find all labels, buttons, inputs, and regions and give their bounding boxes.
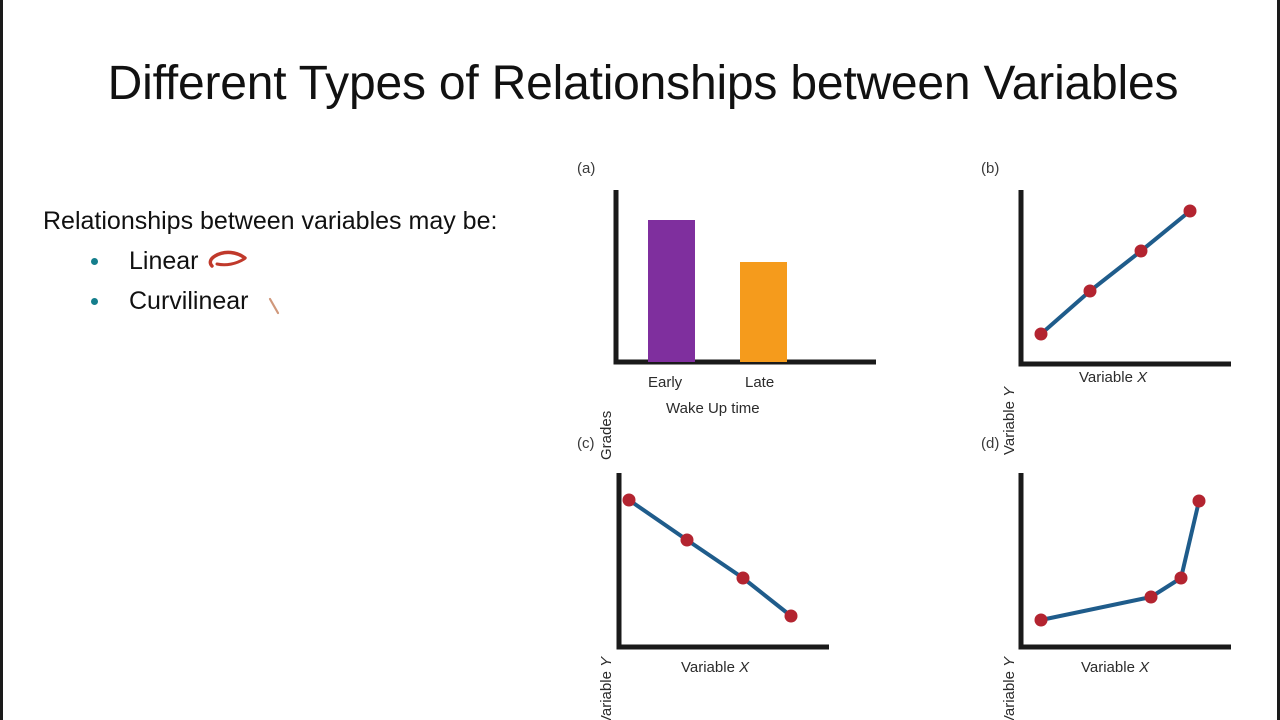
red-tick-mark-icon xyxy=(268,297,280,315)
x-axis-variable-letter-c: X xyxy=(739,659,750,676)
panel-label-d: (d) xyxy=(981,435,1000,452)
data-point xyxy=(736,571,750,585)
bullet-list: Linear Curvilinear xyxy=(91,241,280,321)
list-item: Linear xyxy=(91,241,248,281)
data-point xyxy=(680,533,694,547)
bar-early xyxy=(648,220,695,362)
data-line xyxy=(627,498,793,618)
data-point xyxy=(1174,571,1188,585)
x-tick-label-late: Late xyxy=(745,374,775,391)
bullet-label-linear: Linear xyxy=(129,246,199,275)
x-axis-variable-letter-b: X xyxy=(1137,369,1148,386)
line-chart-d xyxy=(1018,473,1231,650)
bar-late xyxy=(740,262,787,362)
bullet-label-curvilinear: Curvilinear xyxy=(129,286,249,315)
data-line xyxy=(1039,209,1192,336)
panel-label-c: (c) xyxy=(577,435,595,452)
data-point xyxy=(1083,284,1097,298)
data-point xyxy=(1183,204,1197,218)
data-point xyxy=(784,609,798,623)
line-chart-c xyxy=(616,473,829,650)
bullet-dot-icon xyxy=(91,297,98,305)
bar-chart-a xyxy=(613,190,876,365)
list-item: Curvilinear xyxy=(91,281,280,321)
x-axis-variable-letter-d: X xyxy=(1139,659,1150,676)
line-chart-b xyxy=(1018,190,1231,367)
x-axis-label-a: Wake Up time xyxy=(666,400,760,417)
chart-panel-b: (b) Variable Y Variable X xyxy=(963,150,1263,455)
x-axis-label-d: Variable X xyxy=(1081,659,1150,676)
x-axis-label-c: Variable X xyxy=(681,659,750,676)
chart-panel-c: (c) Variable Y Variable X xyxy=(563,425,863,720)
panel-label-b: (b) xyxy=(981,160,1000,177)
chart-panel-a: (a) Grades Early Late Wake Up time xyxy=(563,150,876,460)
x-tick-label-early: Early xyxy=(648,374,683,391)
page-title: Different Types of Relationships between… xyxy=(107,57,1179,110)
data-point xyxy=(1134,244,1148,258)
data-point xyxy=(1192,494,1206,508)
bullet-dot-icon xyxy=(91,257,98,265)
panel-label-a: (a) xyxy=(577,160,596,177)
data-point xyxy=(1034,327,1048,341)
data-point xyxy=(1144,590,1158,604)
data-point xyxy=(622,493,636,507)
red-arrow-mark-icon xyxy=(208,250,247,268)
data-point xyxy=(1034,613,1048,627)
lead-text: Relationships between variables may be: xyxy=(43,207,498,235)
data-line xyxy=(1039,499,1201,622)
x-axis-label-b: Variable X xyxy=(1079,369,1148,386)
chart-panel-d: (d) Variable Y Variable X xyxy=(963,425,1263,720)
